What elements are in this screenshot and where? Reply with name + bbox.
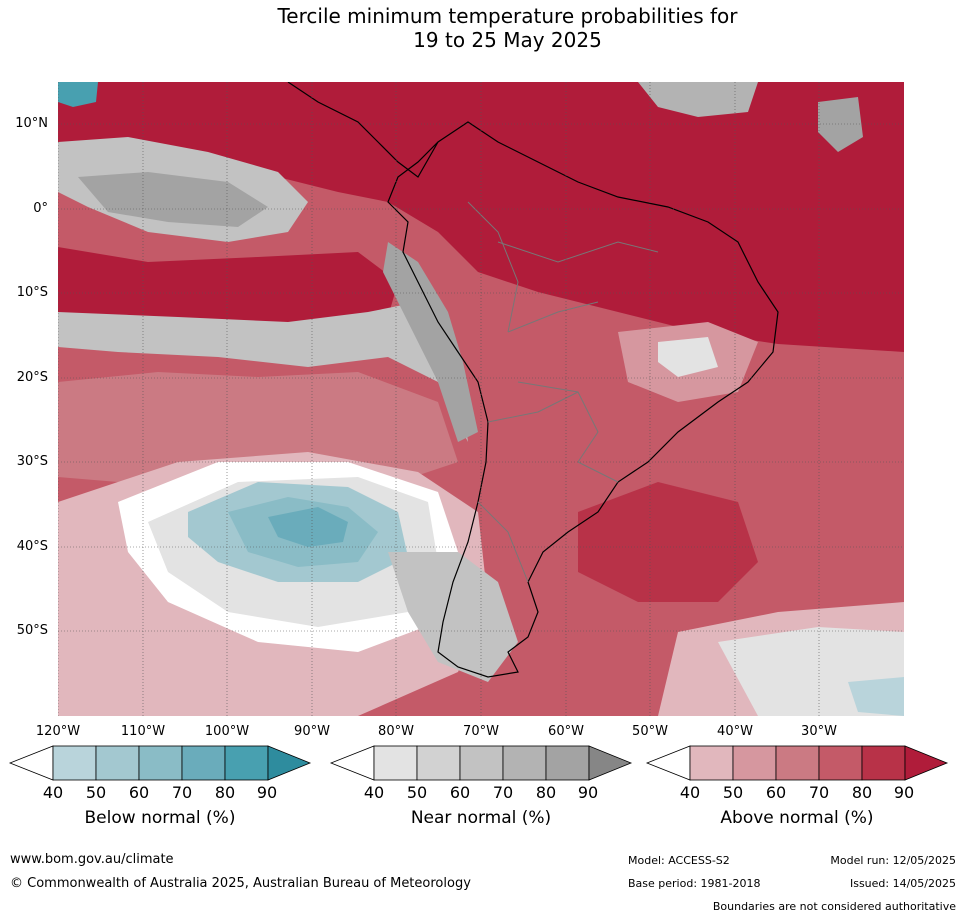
colorbar-swatch: [52, 745, 97, 781]
cb-near-tick-60: 60: [449, 783, 471, 802]
colorbar-extend-high: [588, 745, 633, 781]
near-normal-patagonia: [388, 552, 518, 682]
above-normal-mid-pacific: [58, 372, 458, 482]
lat-label-0: 0°: [33, 201, 48, 216]
south-america-coastline: [387, 121, 779, 678]
cb-below-tick-60: 60: [128, 783, 150, 802]
central-america-coastline: [287, 82, 439, 178]
lat-label-30s: 30°S: [16, 454, 48, 469]
near-normal-pacific-north-core: [78, 172, 268, 227]
footer-issued: Issued: 14/05/2025: [849, 877, 956, 890]
cb-below-tick-40: 40: [42, 783, 64, 802]
colorbar-swatch: [545, 745, 590, 781]
colorbar-near-normal: [329, 745, 633, 781]
colorbar-above-normal-title: Above normal (%): [720, 808, 874, 828]
cb-near-tick-40: 40: [363, 783, 385, 802]
probability-map[interactable]: [58, 82, 904, 716]
colorbar-swatch: [775, 745, 820, 781]
colorbar-swatch: [861, 745, 906, 781]
lon-label-50w: 50°W: [632, 724, 668, 739]
colorbar-near-normal-title: Near normal (%): [410, 808, 552, 828]
near-normal-atlantic-north: [818, 97, 863, 152]
lon-label-80w: 80°W: [378, 724, 414, 739]
lon-label-30w: 30°W: [801, 724, 837, 739]
below-normal-caribbean: [58, 82, 98, 107]
colorbar-swatch: [95, 745, 140, 781]
footer-model-run: Model run: 12/05/2025: [830, 854, 956, 867]
near-normal-south-pacific-band: [58, 302, 468, 442]
title-line-2: 19 to 25 May 2025: [413, 28, 602, 52]
lon-label-70w: 70°W: [463, 724, 499, 739]
cb-above-tick-70: 70: [808, 783, 830, 802]
country-borders: [467, 201, 659, 583]
cb-near-tick-70: 70: [492, 783, 514, 802]
colorbar-swatch: [373, 745, 418, 781]
footer-model: Model: ACCESS-S2: [628, 854, 730, 867]
colorbar-swatch: [689, 745, 734, 781]
lon-label-120w: 120°W: [35, 724, 81, 739]
cb-below-tick-90: 90: [256, 783, 278, 802]
footer-website-link[interactable]: www.bom.gov.au/climate: [10, 852, 174, 867]
colorbar-below-normal-swatches: [8, 745, 312, 781]
colorbar-near-normal-swatches: [329, 745, 633, 781]
cb-below-tick-50: 50: [85, 783, 107, 802]
colorbar-swatch: [181, 745, 226, 781]
colorbar-swatch: [416, 745, 461, 781]
colorbar-swatch: [224, 745, 269, 781]
cb-above-tick-60: 60: [765, 783, 787, 802]
lat-label-50s: 50°S: [16, 623, 48, 638]
lat-label-20s: 20°S: [16, 370, 48, 385]
cb-near-tick-90: 90: [577, 783, 599, 802]
cb-above-tick-50: 50: [722, 783, 744, 802]
cb-below-tick-70: 70: [171, 783, 193, 802]
lon-label-110w: 110°W: [120, 724, 166, 739]
colorbar-swatch: [818, 745, 863, 781]
lon-label-40w: 40°W: [717, 724, 753, 739]
colorbar-swatch: [138, 745, 183, 781]
colorbar-below-normal: [8, 745, 312, 781]
cb-near-tick-50: 50: [406, 783, 428, 802]
lon-label-100w: 100°W: [204, 724, 250, 739]
lat-label-10s: 10°S: [16, 285, 48, 300]
cb-above-tick-40: 40: [679, 783, 701, 802]
colorbar-extend-low: [329, 745, 375, 781]
cb-near-tick-80: 80: [535, 783, 557, 802]
colorbar-above-normal: [645, 745, 949, 781]
cb-above-tick-90: 90: [893, 783, 915, 802]
lat-label-40s: 40°S: [16, 539, 48, 554]
colorbar-above-normal-swatches: [645, 745, 949, 781]
normal-brazil-patch: [658, 337, 718, 377]
cb-above-tick-80: 80: [851, 783, 873, 802]
near-normal-andes-coast: [383, 242, 478, 442]
below-normal-south-pacific-core: [268, 507, 348, 547]
lon-label-90w: 90°W: [294, 724, 330, 739]
near-normal-caribbean: [638, 82, 758, 117]
colorbar-swatch: [459, 745, 504, 781]
colorbar-below-normal-title: Below normal (%): [84, 808, 236, 828]
chart-title: Tercile minimum temperature probabilitie…: [0, 4, 965, 52]
above-normal-south-atlantic: [578, 482, 758, 602]
map-canvas: [58, 82, 904, 716]
colorbar-extend-low: [645, 745, 691, 781]
footer-disclaimer: Boundaries are not considered authoritat…: [712, 900, 956, 913]
title-line-1: Tercile minimum temperature probabilitie…: [277, 4, 738, 28]
colorbar-extend-low: [8, 745, 54, 781]
colorbar-swatch: [502, 745, 547, 781]
footer-base-period: Base period: 1981-2018: [628, 877, 761, 890]
lon-label-60w: 60°W: [548, 724, 584, 739]
colorbar-extend-high: [267, 745, 312, 781]
below-normal-south-atlantic: [848, 677, 904, 716]
graticule: [58, 82, 904, 716]
cb-below-tick-80: 80: [214, 783, 236, 802]
lat-label-10n: 10°N: [15, 116, 48, 131]
colorbar-swatch: [732, 745, 777, 781]
footer-copyright: © Commonwealth of Australia 2025, Austra…: [10, 876, 471, 891]
colorbar-extend-high: [904, 745, 949, 781]
